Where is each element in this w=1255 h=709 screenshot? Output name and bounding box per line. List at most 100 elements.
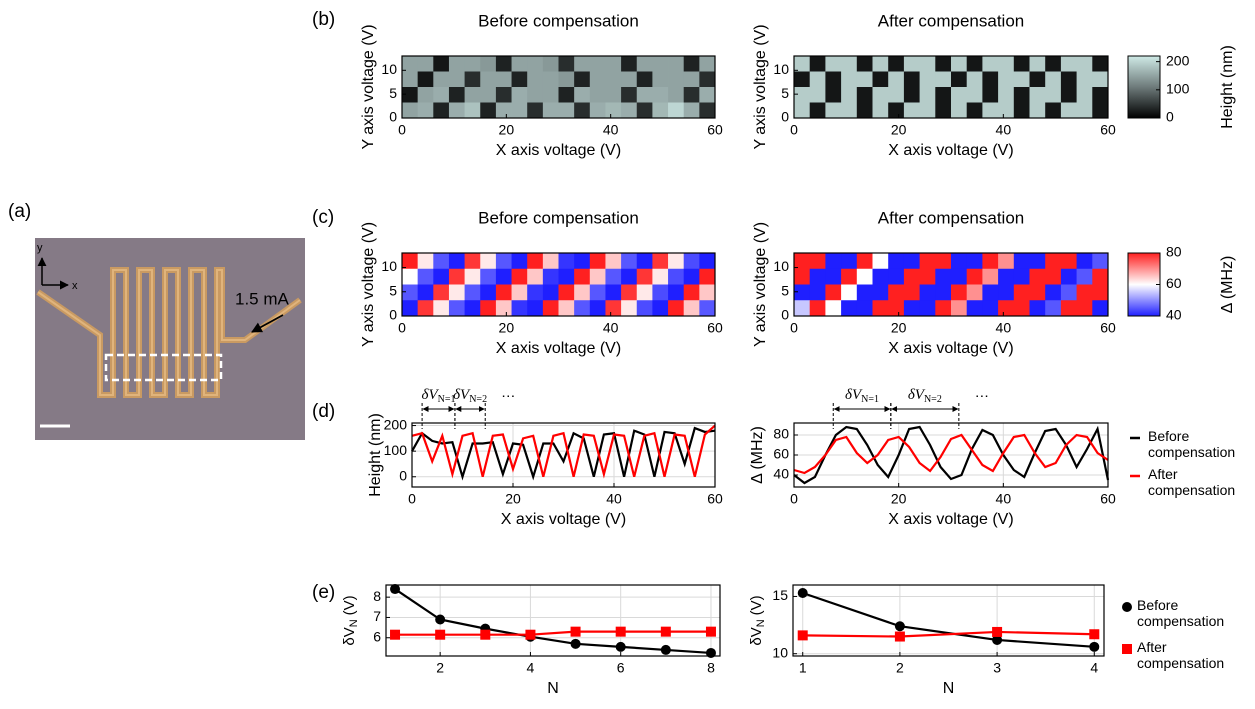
legend-label: After compensation — [1148, 466, 1236, 498]
heatmap-cell — [1060, 300, 1077, 317]
point — [570, 626, 581, 637]
y-axis-label: Δ (MHz) — [749, 426, 766, 484]
heatmap-cell — [558, 268, 575, 285]
heatmap-cell — [982, 253, 999, 270]
heatmap-cell — [966, 284, 983, 301]
heatmap-cell — [982, 300, 999, 317]
x-tick-label: 0 — [398, 122, 406, 138]
heatmap-cell — [841, 268, 858, 285]
heatmap-cell — [433, 56, 450, 72]
heatmap-cell — [433, 300, 450, 317]
point — [1089, 629, 1100, 640]
heatmap-cell — [417, 102, 434, 119]
point — [894, 631, 905, 642]
legend-label: Before compensation — [1137, 597, 1225, 629]
heatmap-cell — [998, 284, 1015, 301]
panel-label: (e) — [312, 582, 335, 603]
heatmap-cell — [966, 71, 983, 88]
heatmap-cell — [589, 71, 606, 88]
heatmap-cell — [652, 102, 669, 119]
y-label-main: δV — [341, 627, 358, 645]
interval-label: δVN=1 — [422, 387, 456, 405]
y-axis-label: δVN (V) — [748, 595, 767, 645]
plot-frame — [411, 422, 716, 488]
heatmap-cell — [699, 87, 716, 103]
heatmap-cell — [495, 71, 512, 88]
heatmap-cell — [558, 56, 575, 72]
heatmap-cell — [574, 56, 591, 72]
heatmap-cell — [919, 102, 936, 119]
heatmap-cell — [935, 284, 952, 301]
heatmap-cell — [433, 268, 450, 285]
heatmap-cell — [951, 87, 968, 103]
plot-frame — [792, 584, 1105, 657]
y-axis-label: δVN (V) — [341, 595, 360, 645]
heatmap-cell — [872, 56, 889, 72]
heatmap-cell — [511, 268, 528, 285]
heatmap-cell — [794, 56, 811, 72]
heatmap-cell — [872, 268, 889, 285]
heatmap-cell — [825, 284, 842, 301]
heatmap-cell — [1013, 300, 1030, 317]
x-axis-label: N — [547, 680, 559, 697]
heatmap-cell — [825, 56, 842, 72]
heatmap-cell — [1076, 56, 1093, 72]
heatmap-cell — [809, 71, 826, 88]
heatmap-cell — [1076, 87, 1093, 103]
heatmap-cell — [856, 87, 873, 103]
plot-frame — [401, 55, 716, 119]
heatmap-cell — [495, 300, 512, 317]
heatmap-cell — [1060, 268, 1077, 285]
heatmap-cell — [888, 300, 905, 317]
heatmap-cell — [919, 284, 936, 301]
heatmap-cell — [511, 71, 528, 88]
heatmap-cell — [542, 253, 559, 270]
heatmap-cell — [448, 71, 465, 88]
heatmap-cell — [1013, 284, 1030, 301]
legend-label: Before compensation — [1148, 428, 1236, 460]
heatmap-cell — [966, 300, 983, 317]
point — [390, 629, 401, 640]
current-label: 1.5 mA — [235, 289, 290, 308]
heatmap-cell — [668, 87, 685, 103]
heatmap-cell — [589, 300, 606, 317]
x-tick-label: 2 — [436, 660, 444, 676]
heatmap-cell — [480, 253, 497, 270]
heatmap-cell — [558, 102, 575, 119]
heatmap-cell — [621, 87, 638, 103]
point — [435, 614, 446, 625]
point — [797, 630, 808, 641]
heatmap-cell — [1045, 268, 1062, 285]
x-tick-label: 20 — [891, 320, 907, 336]
heatmap-cell — [668, 284, 685, 301]
heatmap-cell — [856, 300, 873, 317]
heatmap-cell — [621, 56, 638, 72]
heatmap-cell — [683, 268, 700, 285]
y-tick-label: 6 — [373, 628, 381, 644]
heatmap-cell — [448, 102, 465, 119]
heatmap-cell — [1060, 87, 1077, 103]
heatmap-cell — [668, 56, 685, 72]
heatmap-cell — [636, 300, 653, 317]
heatmap-cell — [621, 284, 638, 301]
heatmap-cell — [668, 300, 685, 317]
chart-title: Before compensation — [478, 11, 639, 30]
heatmap-cell — [919, 56, 936, 72]
interval-symbol: δV — [845, 387, 863, 403]
heatmap-cell — [856, 268, 873, 285]
heatmap-cell — [417, 284, 434, 301]
heatmap-cell — [872, 253, 889, 270]
x-tick-label: 60 — [1100, 491, 1116, 507]
heatmap-cell — [402, 56, 419, 72]
heatmap-cell — [872, 284, 889, 301]
heatmap-cell — [636, 102, 653, 119]
heatmap-cell — [448, 268, 465, 285]
legend-marker — [1122, 602, 1132, 612]
y-axis-label: Height (nm) — [367, 413, 384, 497]
heatmap-cell — [872, 87, 889, 103]
heatmap-cell — [841, 253, 858, 270]
x-axis-label: N — [943, 680, 955, 697]
heatmap-cell — [888, 268, 905, 285]
heatmap-cell — [621, 300, 638, 317]
